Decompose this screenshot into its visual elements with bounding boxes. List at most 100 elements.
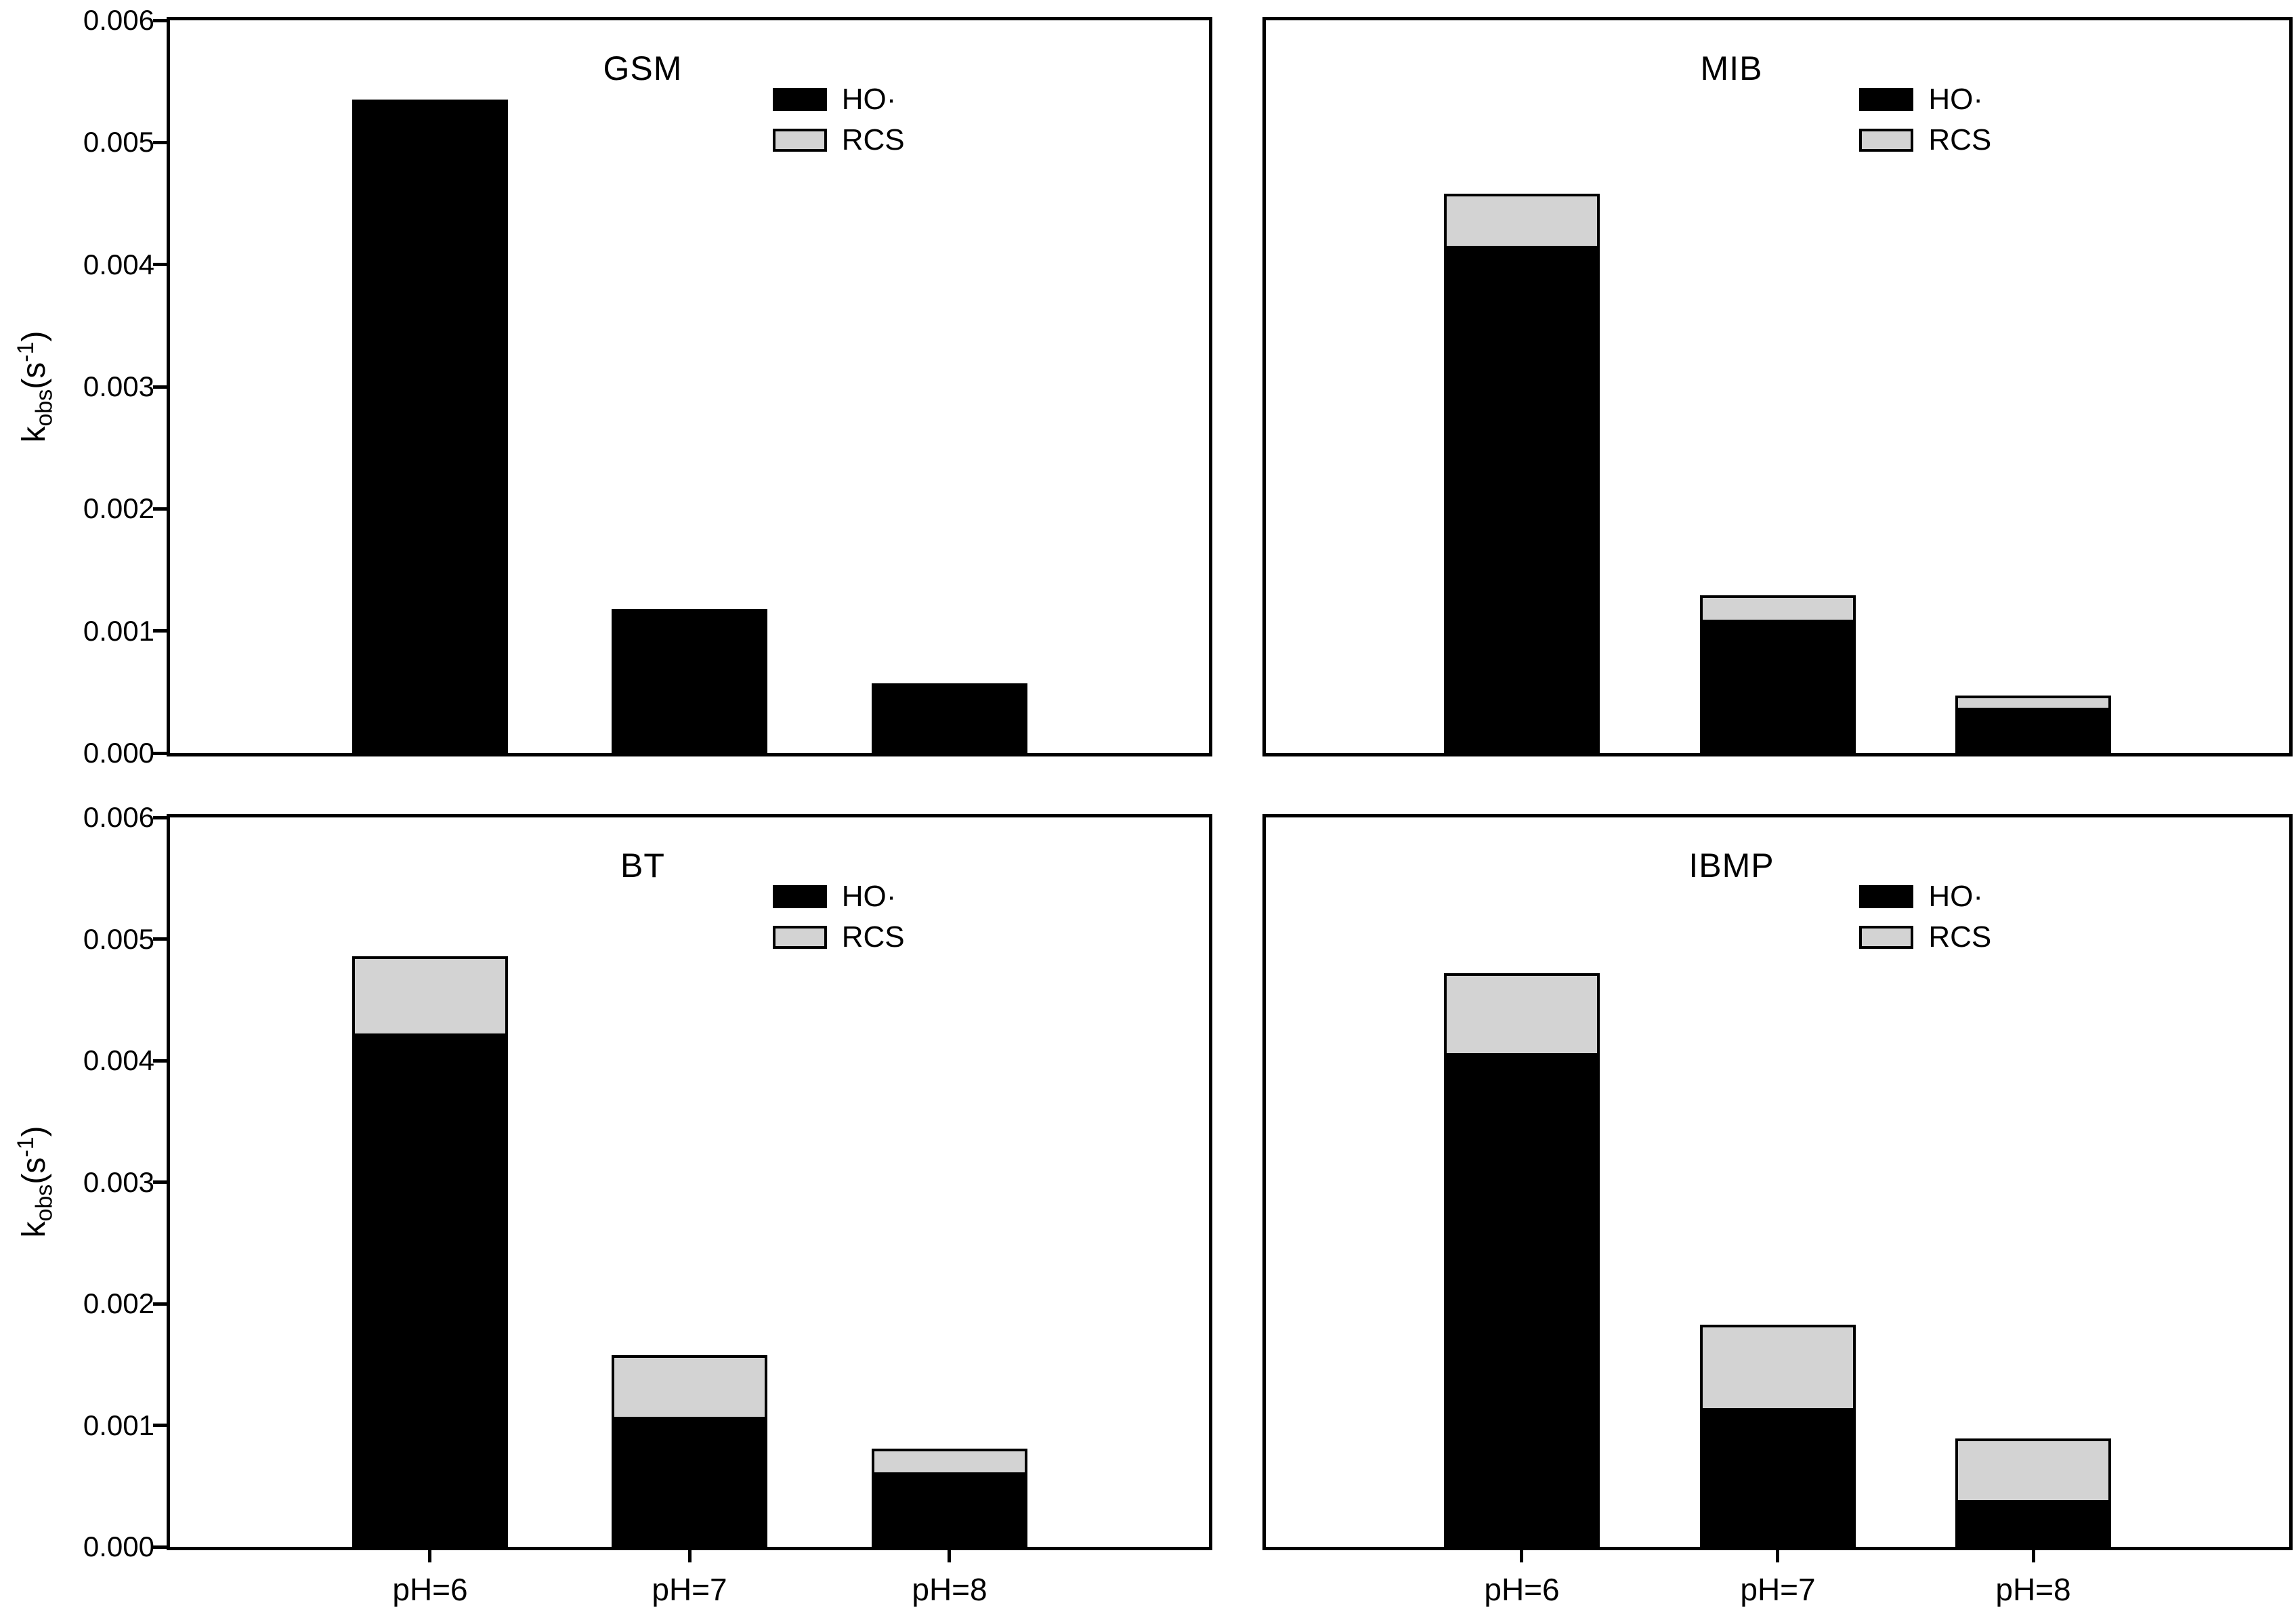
legend-row-ho: HO· xyxy=(772,880,905,913)
x-axis-tick-label-pH=8: pH=8 xyxy=(912,1572,987,1607)
panel-mib: MIB HO· RCS xyxy=(1262,17,2293,756)
x-axis-tick xyxy=(2032,1550,2035,1562)
legend-row-rcs: RCS xyxy=(1859,920,1992,954)
legend-label-rcs: RCS xyxy=(841,920,905,954)
bar-ho-pH=8 xyxy=(872,1475,1027,1547)
legend-label-rcs: RCS xyxy=(1928,920,1992,954)
y-axis-tick-label: 0.000 xyxy=(83,737,154,769)
legend-row-rcs: RCS xyxy=(1859,123,1992,156)
y-axis-tick xyxy=(153,141,167,144)
y-axis-tick-label: 0.004 xyxy=(83,249,154,280)
panel-title: BT xyxy=(620,847,665,884)
legend-row-ho: HO· xyxy=(772,83,905,116)
y-axis-label-bottom: kobs(s-1) xyxy=(13,1126,58,1238)
panel-title: GSM xyxy=(603,49,683,87)
y-axis-tick-label: 0.005 xyxy=(83,923,154,955)
bar-ho-pH=6 xyxy=(352,100,508,753)
legend-label-ho: HO· xyxy=(841,880,897,913)
y-axis-tick xyxy=(153,507,167,511)
y-axis-tick xyxy=(153,937,167,941)
panel-ibmp: IBMP HO· RCS pH=6 pH=7 pH=8 xyxy=(1262,814,2293,1606)
y-axis-tick xyxy=(153,385,167,389)
bar-ho-pH=6 xyxy=(1444,1056,1600,1547)
x-axis-tick xyxy=(688,1550,692,1562)
x-axis-tick xyxy=(1520,1550,1523,1562)
y-axis-tick-label: 0.002 xyxy=(83,492,154,524)
y-axis-tick-label: 0.006 xyxy=(83,4,154,36)
x-axis-tick-label-pH=7: pH=7 xyxy=(652,1572,727,1607)
y-axis-tick xyxy=(153,816,167,819)
y-axis-tick-label: 0.004 xyxy=(83,1044,154,1076)
y-axis-tick-label: 0.005 xyxy=(83,126,154,158)
x-axis-tick-label-pH=8: pH=8 xyxy=(1995,1572,2071,1607)
bar-rcs-pH=6 xyxy=(1444,973,1600,1056)
x-axis-tick-label-pH=6: pH=6 xyxy=(1484,1572,1560,1607)
legend-swatch-rcs xyxy=(1859,129,1914,152)
bar-ho-pH=6 xyxy=(1444,249,1600,753)
bar-ho-pH=7 xyxy=(1700,622,1856,753)
x-axis-tick xyxy=(948,1550,951,1562)
bar-ho-pH=8 xyxy=(1955,1503,2111,1547)
legend-label-rcs: RCS xyxy=(1928,123,1992,156)
y-axis-tick-label: 0.006 xyxy=(83,801,154,833)
legend: HO· RCS xyxy=(772,83,905,156)
x-axis-tick xyxy=(428,1550,431,1562)
x-axis-tick-label-pH=7: pH=7 xyxy=(1740,1572,1816,1607)
y-axis-label-top: kobs(s-1) xyxy=(13,330,58,443)
y-axis-tick xyxy=(153,1059,167,1063)
bar-rcs-pH=8 xyxy=(1955,696,2111,710)
legend-label-ho: HO· xyxy=(1928,880,1984,913)
legend-swatch-rcs xyxy=(772,129,827,152)
y-axis-tick xyxy=(153,1545,167,1549)
y-axis-tick xyxy=(153,19,167,22)
panel-title: MIB xyxy=(1700,49,1763,87)
y-axis-tick xyxy=(153,1180,167,1184)
legend-swatch-ho xyxy=(1859,885,1914,908)
y-axis-tick-label: 0.002 xyxy=(83,1287,154,1319)
legend-row-rcs: RCS xyxy=(772,123,905,156)
legend-label-rcs: RCS xyxy=(841,123,905,156)
bar-rcs-pH=8 xyxy=(872,1449,1027,1475)
legend-row-ho: HO· xyxy=(1859,880,1991,913)
y-axis-tick xyxy=(153,752,167,755)
bar-ho-pH=8 xyxy=(872,683,1027,753)
legend-swatch-ho xyxy=(1859,88,1914,111)
y-axis-tick xyxy=(153,629,167,633)
legend-label-ho: HO· xyxy=(841,83,897,116)
legend-swatch-ho xyxy=(772,88,827,111)
bar-ho-pH=7 xyxy=(1700,1411,1856,1547)
y-axis-tick xyxy=(153,1424,167,1427)
bar-ho-pH=7 xyxy=(612,1420,767,1547)
bar-ho-pH=6 xyxy=(352,1036,508,1547)
y-axis-tick xyxy=(153,263,167,266)
bar-rcs-pH=6 xyxy=(1444,194,1600,249)
bar-rcs-pH=7 xyxy=(1700,1325,1856,1411)
panel-gsm: GSM HO· RCS 0.000 0.001 0.002 0.003 0.004 0.0… xyxy=(83,6,1212,767)
x-axis-tick-label-pH=6: pH=6 xyxy=(392,1572,468,1607)
legend-swatch-rcs xyxy=(772,926,827,949)
bar-rcs-pH=6 xyxy=(352,956,508,1036)
legend-label-ho: HO· xyxy=(1928,83,1984,116)
bar-rcs-pH=8 xyxy=(1955,1438,2111,1503)
y-axis-tick-label: 0.003 xyxy=(83,1166,154,1198)
bar-rcs-pH=7 xyxy=(1700,595,1856,622)
y-axis-tick xyxy=(153,1302,167,1306)
x-axis-tick xyxy=(1776,1550,1779,1562)
y-axis-tick-label: 0.001 xyxy=(83,1409,154,1441)
bar-ho-pH=7 xyxy=(612,609,767,753)
legend: HO· RCS xyxy=(1859,83,1992,156)
legend: HO· RCS xyxy=(1859,880,1992,954)
y-axis-tick-label: 0.000 xyxy=(83,1531,154,1562)
legend-swatch-ho xyxy=(772,885,827,908)
panel-bt: BT HO· RCS 0.000 0.001 0.002 0.003 0.004 0.00… xyxy=(83,803,1212,1606)
panel-title: IBMP xyxy=(1688,847,1774,884)
bar-ho-pH=8 xyxy=(1955,710,2111,753)
legend-row-ho: HO· xyxy=(1859,83,1991,116)
y-axis-tick-label: 0.003 xyxy=(83,370,154,402)
legend-row-rcs: RCS xyxy=(772,920,905,954)
legend: HO· RCS xyxy=(772,880,905,954)
bar-rcs-pH=7 xyxy=(612,1355,767,1420)
legend-swatch-rcs xyxy=(1859,926,1914,949)
y-axis-tick-label: 0.001 xyxy=(83,615,154,647)
